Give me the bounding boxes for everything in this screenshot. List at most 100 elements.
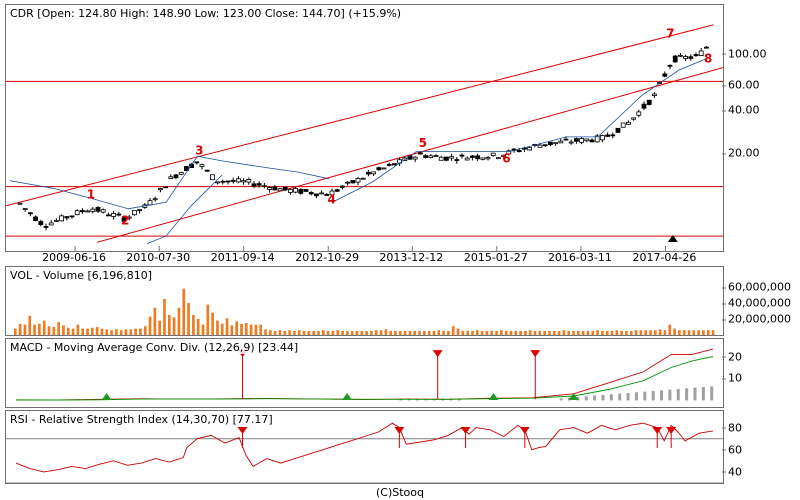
volume-bar: [115, 329, 118, 335]
candle-body: [277, 188, 283, 192]
volume-bar: [235, 321, 239, 335]
macd-panel[interactable]: MACD - Moving Average Conv. Div. (12,26,…: [5, 338, 724, 408]
candle-body: [605, 134, 610, 137]
candle-body: [209, 174, 215, 181]
volume-bar: [331, 331, 335, 335]
candle-body: [386, 163, 392, 166]
volume-bar: [365, 331, 368, 335]
volume-bar: [244, 323, 248, 335]
volume-bar: [538, 331, 542, 335]
volume-bar: [95, 327, 99, 335]
candle-body: [371, 171, 377, 175]
candle-body: [579, 138, 584, 143]
candle-body: [480, 157, 486, 160]
volume-bar: [668, 324, 672, 335]
volume-y-tick: 60,000,000: [722, 280, 791, 294]
candle-body: [183, 166, 189, 171]
volume-bar: [711, 330, 715, 335]
volume-bar: [384, 329, 388, 335]
candle-body: [600, 135, 605, 141]
sell-signal-marker: [530, 350, 541, 358]
candle-body: [173, 174, 179, 179]
candle-body: [69, 215, 75, 218]
candle-body: [235, 178, 241, 183]
macd-series-line: [16, 356, 714, 401]
date-tick: 2011-09-14: [210, 251, 275, 264]
volume-bar: [163, 299, 166, 335]
volume-bar: [23, 324, 27, 335]
candle-body: [589, 139, 595, 143]
volume-bar: [182, 288, 186, 335]
price-panel[interactable]: CDR [Open: 124.80 High: 148.90 Low: 123.…: [5, 4, 724, 252]
date-tick: 2010-07-30: [126, 251, 191, 264]
candle-body: [537, 144, 543, 148]
volume-bar: [706, 330, 710, 335]
candle-body: [43, 226, 49, 228]
volume-bar: [201, 324, 205, 335]
rsi-y-tick: 80: [722, 421, 742, 435]
volume-bar: [119, 330, 123, 335]
rsi-panel-title: RSI - Relative Strength Index (14,30,70)…: [10, 413, 273, 426]
volume-bar: [480, 331, 484, 335]
volume-bar: [259, 324, 263, 335]
volume-bar: [273, 331, 277, 335]
volume-bar: [418, 331, 421, 335]
volume-bar: [360, 331, 364, 335]
rsi-panel[interactable]: RSI - Relative Strength Index (14,30,70)…: [5, 410, 724, 484]
volume-bar: [398, 331, 402, 335]
volume-bar: [312, 331, 315, 335]
copyright-footer: (C)Stooq: [375, 486, 424, 499]
candle-body: [365, 171, 371, 175]
volume-bar: [389, 331, 392, 335]
candle-body: [584, 138, 590, 142]
moving-average-line: [334, 56, 711, 202]
volume-bar: [230, 325, 234, 335]
moving-average-line: [146, 174, 223, 244]
candle-body: [662, 73, 668, 77]
date-x-axis: 2009-06-16 2010-07-30 2011-09-14 2012-10…: [5, 251, 722, 265]
buy-signal-marker: [568, 392, 579, 400]
volume-bar: [90, 327, 94, 335]
volume-bar: [394, 331, 397, 335]
rsi-y-tick: 40: [722, 465, 742, 479]
candle-body: [641, 103, 647, 109]
volume-bar: [269, 330, 272, 335]
volume-bar: [346, 331, 349, 335]
volume-bar: [124, 329, 128, 335]
candle-body: [516, 149, 522, 153]
candle-body: [163, 186, 169, 189]
volume-panel[interactable]: VOL - Volume [6,196,810]: [5, 266, 724, 336]
candle-body: [100, 209, 106, 213]
sell-signal-marker: [519, 427, 530, 434]
macd-histogram-bar: [710, 386, 714, 401]
buy-signal-marker: [488, 392, 499, 400]
macd-histogram-bar: [584, 396, 588, 401]
candle-body: [678, 54, 683, 57]
volume-bar: [62, 325, 65, 335]
volume-bar: [225, 318, 229, 335]
volume-bar: [543, 331, 546, 335]
candle-body: [443, 156, 449, 161]
macd-histogram-bar: [576, 396, 580, 401]
sell-signal-marker: [652, 427, 663, 434]
candle-body: [27, 212, 33, 215]
volume-bar: [81, 328, 85, 335]
volume-bar: [514, 331, 518, 335]
candle-body: [95, 207, 101, 212]
candle-body: [615, 127, 621, 133]
volume-y-axis: 60,000,000 40,000,000 20,000,000: [722, 266, 800, 334]
buy-signal-marker: [342, 392, 353, 400]
volume-bar: [442, 331, 445, 335]
volume-bar: [471, 331, 474, 335]
candle-body: [33, 216, 39, 221]
volume-bar: [153, 307, 157, 335]
candle-body: [261, 185, 267, 188]
candle-body: [558, 140, 564, 144]
candle-body: [246, 179, 252, 183]
volume-bar: [702, 330, 705, 335]
macd-panel-title: MACD - Moving Average Conv. Div. (12,26,…: [10, 341, 299, 354]
candle-body: [693, 54, 699, 56]
candle-body: [22, 208, 28, 210]
volume-y-tick: 40,000,000: [722, 296, 791, 310]
candle-body: [204, 169, 210, 172]
